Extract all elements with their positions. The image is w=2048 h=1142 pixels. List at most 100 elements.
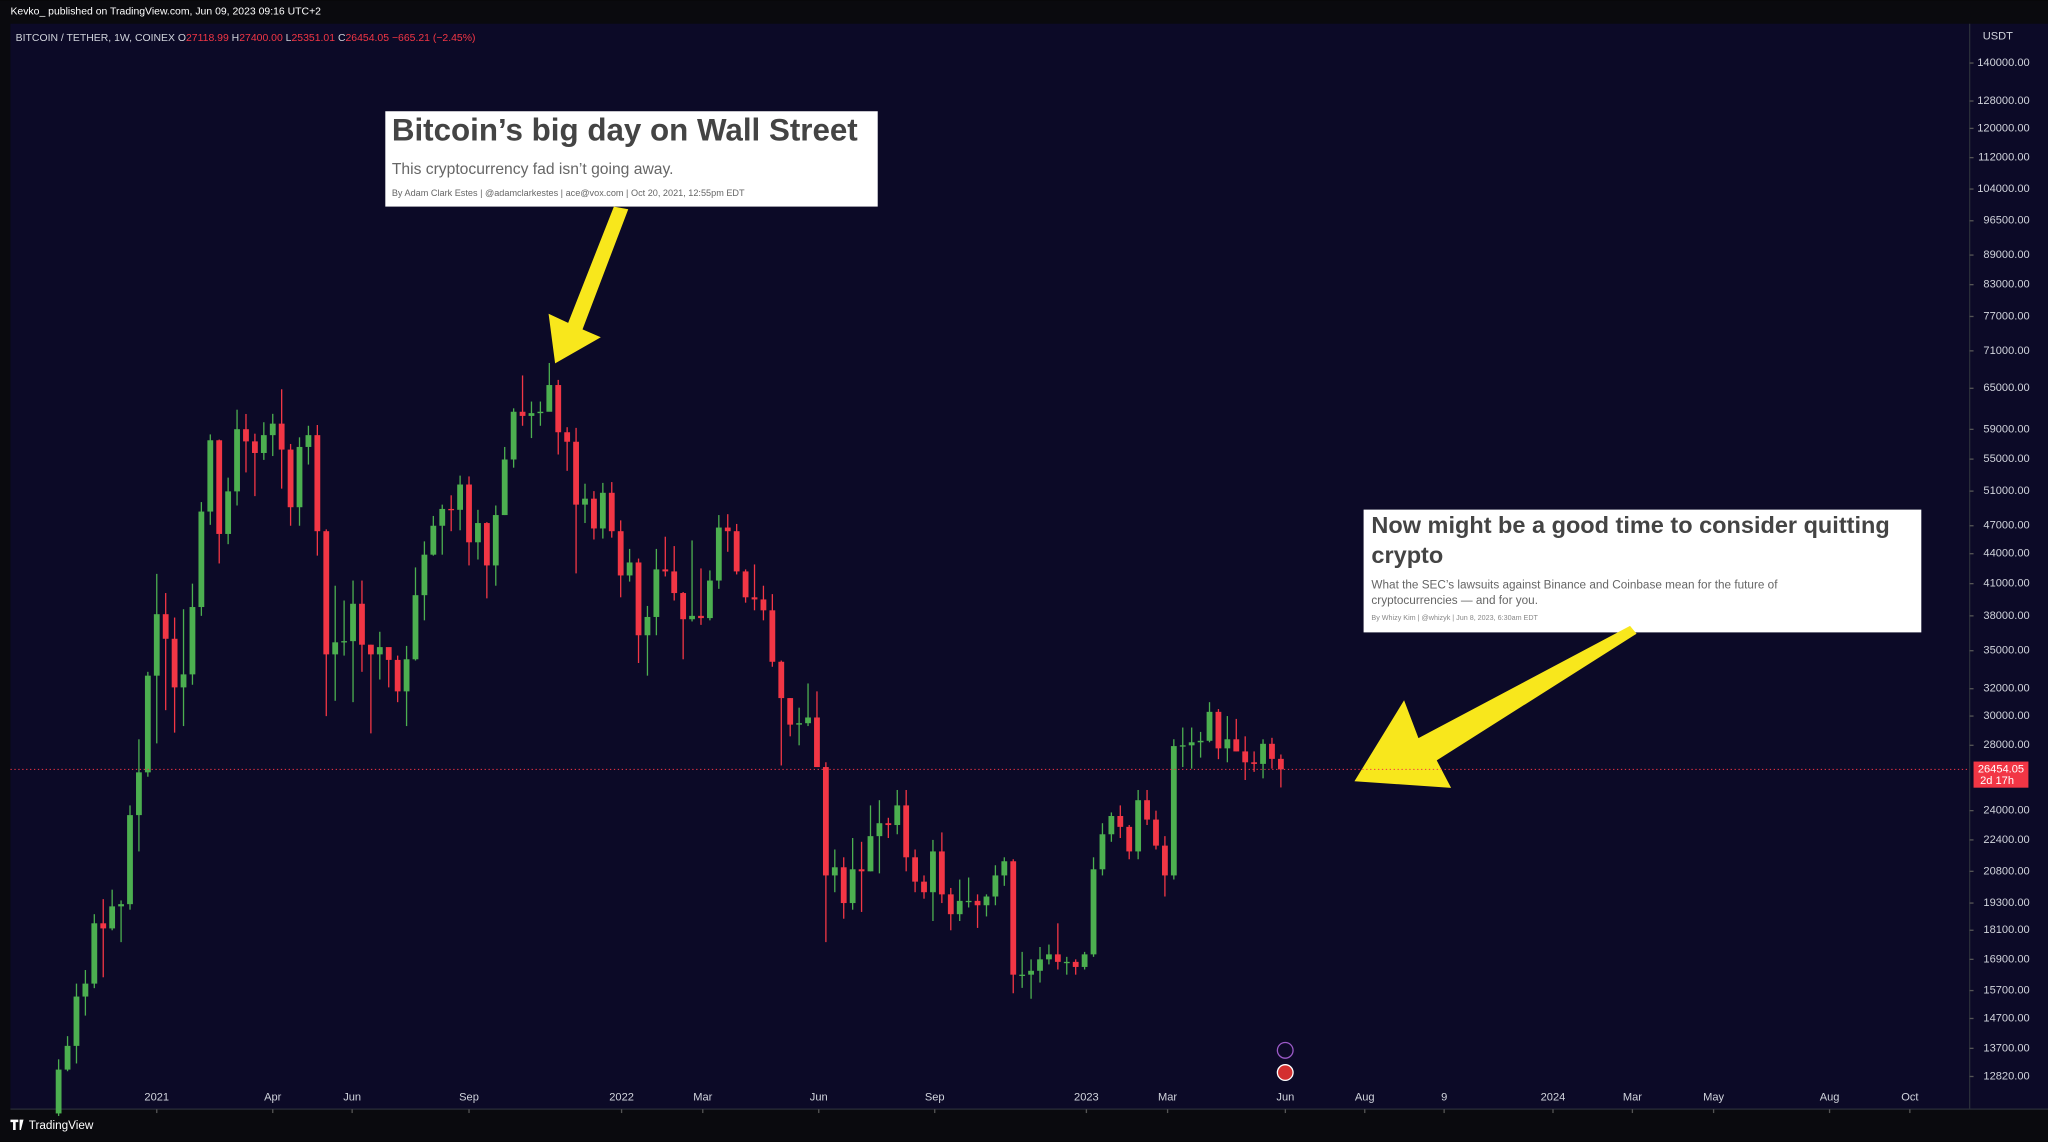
x-tick-label: Sep [459,1091,479,1103]
candle-body [528,413,535,416]
article-subtitle: What the SEC’s lawsuits against Binance … [1371,578,1778,591]
ohlc-value: 27400.00 [239,33,283,44]
candle-body [136,772,142,816]
candle-body [1153,819,1159,846]
candle-body [724,527,731,532]
candle-body [626,562,633,576]
y-tick-label: 22400.00 [1983,834,2029,846]
ohlc-letter: O [178,33,186,44]
candle-body [350,603,356,642]
x-tick-label: 2021 [144,1091,169,1103]
candle-body [439,508,446,526]
candle-body [840,867,847,904]
candle-body [510,411,517,460]
candle-body [153,614,160,676]
candle-body [269,423,276,436]
candle-body [894,805,901,826]
candle-body [359,603,365,645]
x-tick-label: Mar [1623,1091,1642,1103]
candle-body [430,525,437,555]
candle-body [1179,745,1186,747]
x-tick-label: Sep [925,1091,945,1103]
candle-body [582,498,588,505]
candle-body [144,675,151,773]
candle-body [55,1069,62,1114]
candle-body [341,641,348,643]
candle-body [376,647,383,655]
y-tick-label: 35000.00 [1983,645,2029,657]
ohlc-value: 26454.05 [345,33,389,44]
candle-body [1135,800,1142,852]
candle-body [671,571,678,594]
last-price-label: 26454.05 [1978,763,2024,775]
candle-body [243,429,249,442]
y-tick-label: 65000.00 [1983,382,2029,394]
candle-body [1001,861,1008,876]
candle-body [332,642,339,655]
candle-body [483,523,490,566]
candle-body [555,385,562,433]
candle-body [1010,861,1017,975]
article-1: Bitcoin’s big day on Wall Street This cr… [385,111,878,207]
candle-body [171,638,178,688]
candle-body [707,580,713,619]
article-box [385,111,878,207]
candle-body [64,1045,71,1070]
candle-body [858,869,865,872]
candle-body [100,923,107,929]
candle-body [260,435,267,453]
article-subtitle: This cryptocurrency fad isn’t going away… [392,161,674,178]
y-tick-label: 13700.00 [1983,1042,2029,1054]
candle-body [1170,746,1177,876]
candle-body [1242,751,1249,763]
candle-body [1019,974,1026,976]
y-tick-label: 15700.00 [1983,985,2029,997]
candles [55,362,1284,1116]
x-tick-label: Mar [1158,1091,1177,1103]
candle-body [127,815,133,905]
ohlc-value: 27118.99 [186,33,229,44]
candle-body [680,593,687,620]
candle-body [1037,959,1043,971]
y-tick-label: 18100.00 [1983,924,2029,936]
publisher: Kevko_ published on TradingView.com, Jun… [10,7,321,18]
x-tick-label: 9 [1441,1091,1447,1103]
x-tick-label: 2024 [1541,1091,1566,1103]
candle-body [742,571,749,598]
candle-body [778,661,785,699]
candle-body [831,867,838,876]
y-tick-label: 30000.00 [1983,710,2029,722]
candle-body [921,881,927,893]
y-tick-label: 89000.00 [1983,249,2029,261]
candle-body [992,875,999,897]
candle-body [608,492,615,532]
y-tick-label: 32000.00 [1983,683,2029,695]
symbol: BITCOIN / TETHER, 1W, COINEX [16,33,175,44]
candle-body [385,647,392,660]
y-tick-label: 51000.00 [1983,485,2029,497]
candle-body [492,515,499,566]
y-tick-label: 47000.00 [1983,520,2029,532]
candle-body [180,674,187,688]
legend-line: BITCOIN / TETHER, 1W, COINEX O27118.99 H… [16,33,476,44]
y-tick-label: 120000.00 [1977,122,2029,134]
candle-body [1063,961,1070,964]
candle-body [644,616,651,636]
candle-body [1197,740,1204,743]
y-tick-label: 41000.00 [1983,578,2029,590]
candle-body [475,523,481,543]
candle-body [947,894,954,915]
candle-body [216,440,223,534]
candle-body [635,562,642,636]
event-icon [1276,1064,1294,1082]
y-tick-label: 14700.00 [1983,1012,2029,1024]
candle-body [1215,711,1222,749]
y-tick-label: 104000.00 [1977,183,2029,195]
y-tick-label: 19300.00 [1983,897,2029,909]
candle-body [617,531,624,576]
y-tick-label: 38000.00 [1983,610,2029,622]
candle-body [91,923,98,984]
y-tick-label: 20800.00 [1983,865,2029,877]
candle-body [849,869,856,904]
candle-body [733,531,740,572]
